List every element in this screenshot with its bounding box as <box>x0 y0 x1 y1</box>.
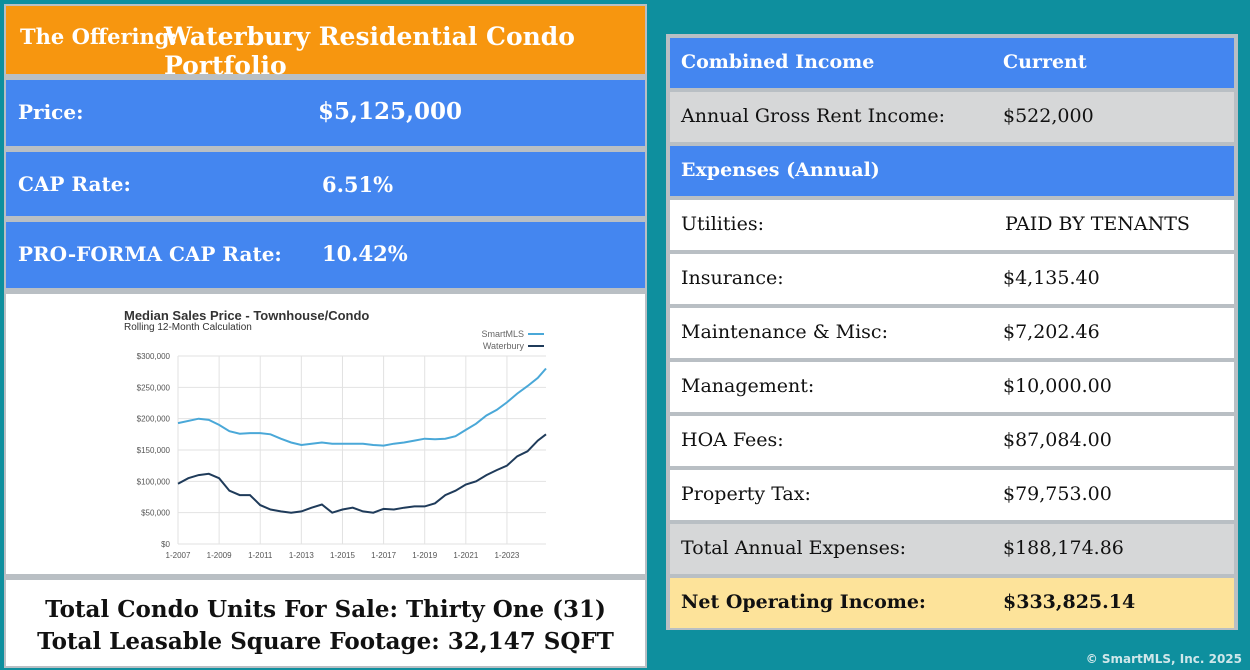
expense-row: Maintenance & Misc: $7,202.46 <box>670 308 1234 358</box>
expense-label: Property Tax: <box>681 483 811 505</box>
proforma-row: PRO-FORMA CAP Rate: 10.42% <box>4 220 647 290</box>
price-value: $5,125,000 <box>318 98 463 125</box>
gross-rent-row: Annual Gross Rent Income: $522,000 <box>670 92 1234 142</box>
series-line-waterbury <box>177 433 547 514</box>
y-tick-label: $50,000 <box>141 509 170 518</box>
proforma-value: 10.42% <box>322 241 408 266</box>
total-expenses-label: Total Annual Expenses: <box>681 537 906 559</box>
expense-label: Maintenance & Misc: <box>681 321 888 343</box>
income-header-value: Current <box>1003 51 1087 73</box>
x-tick-label: 1-2019 <box>412 551 437 560</box>
x-tick-label: 1-2015 <box>330 551 355 560</box>
chart-title: Median Sales Price - Townhouse/Condo <box>124 308 370 323</box>
x-tick-label: 1-2017 <box>371 551 396 560</box>
y-tick-label: $0 <box>161 540 170 549</box>
expense-value: $7,202.46 <box>1003 321 1100 343</box>
offering-panel: The Offering: Waterbury Residential Cond… <box>4 4 647 668</box>
series-line-smartmls <box>177 367 547 447</box>
expense-row: HOA Fees: $87,084.00 <box>670 416 1234 466</box>
x-tick-label: 1-2013 <box>289 551 314 560</box>
expense-value: $10,000.00 <box>1003 375 1112 397</box>
income-header-row: Combined Income Current <box>670 38 1234 88</box>
offering-title: Waterbury Residential Condo Portfolio <box>164 22 575 80</box>
noi-value: $333,825.14 <box>1003 591 1136 613</box>
x-tick-label: 1-2011 <box>248 551 273 560</box>
expense-row: Insurance: $4,135.40 <box>670 254 1234 304</box>
offering-label: The Offering: <box>20 24 178 49</box>
expense-row: Property Tax: $79,753.00 <box>670 470 1234 520</box>
income-header-label: Combined Income <box>681 51 875 73</box>
expense-label: Insurance: <box>681 267 784 289</box>
expense-label: HOA Fees: <box>681 429 784 451</box>
y-tick-label: $300,000 <box>137 352 171 361</box>
cap-rate-value: 6.51% <box>322 172 394 197</box>
expense-row: Management: $10,000.00 <box>670 362 1234 412</box>
price-row: Price: $5,125,000 <box>4 78 647 148</box>
units-count: Total Condo Units For Sale: Thirty One (… <box>45 596 606 623</box>
expense-value: $79,753.00 <box>1003 483 1112 505</box>
offering-header: The Offering: Waterbury Residential Cond… <box>4 4 647 80</box>
expense-value: $87,084.00 <box>1003 429 1112 451</box>
copyright: © SmartMLS, Inc. 2025 <box>1085 652 1242 666</box>
y-tick-label: $100,000 <box>137 477 171 486</box>
expense-label: Utilities: <box>681 213 764 235</box>
chart-svg: $0 $50,000 $100,000 $150,000 $200,000 $250,00… <box>137 329 547 560</box>
expense-value: PAID BY TENANTS <box>1005 213 1190 235</box>
proforma-label: PRO-FORMA CAP Rate: <box>18 242 282 266</box>
x-tick-label: 1-2007 <box>166 551 191 560</box>
noi-label: Net Operating Income: <box>681 591 926 613</box>
x-tick-label: 1-2009 <box>207 551 232 560</box>
cap-rate-label: CAP Rate: <box>18 172 131 196</box>
legend-label: SmartMLS <box>481 329 524 339</box>
y-tick-label: $150,000 <box>137 446 171 455</box>
income-table: Combined Income Current Annual Gross Ren… <box>666 34 1238 630</box>
legend-label: Waterbury <box>483 341 525 351</box>
median-price-chart: Median Sales Price - Townhouse/Condo Rol… <box>4 292 647 576</box>
price-label: Price: <box>18 100 84 124</box>
expenses-header-row: Expenses (Annual) <box>670 146 1234 196</box>
noi-row: Net Operating Income: $333,825.14 <box>670 578 1234 628</box>
y-tick-label: $250,000 <box>137 383 171 392</box>
cap-rate-row: CAP Rate: 6.51% <box>4 150 647 218</box>
expense-row: Utilities: PAID BY TENANTS <box>670 200 1234 250</box>
total-expenses-row: Total Annual Expenses: $188,174.86 <box>670 524 1234 574</box>
x-tick-label: 1-2023 <box>494 551 519 560</box>
x-tick-label: 1-2021 <box>453 551 478 560</box>
units-summary: Total Condo Units For Sale: Thirty One (… <box>4 578 647 668</box>
expense-value: $4,135.40 <box>1003 267 1100 289</box>
gross-rent-label: Annual Gross Rent Income: <box>681 105 946 127</box>
total-expenses-value: $188,174.86 <box>1003 537 1124 559</box>
y-tick-label: $200,000 <box>137 415 171 424</box>
expense-label: Management: <box>681 375 815 397</box>
chart-subtitle: Rolling 12-Month Calculation <box>124 322 252 333</box>
gross-rent-value: $522,000 <box>1003 105 1094 127</box>
square-footage: Total Leasable Square Footage: 32,147 SQ… <box>37 628 614 655</box>
expenses-header-label: Expenses (Annual) <box>681 159 880 181</box>
